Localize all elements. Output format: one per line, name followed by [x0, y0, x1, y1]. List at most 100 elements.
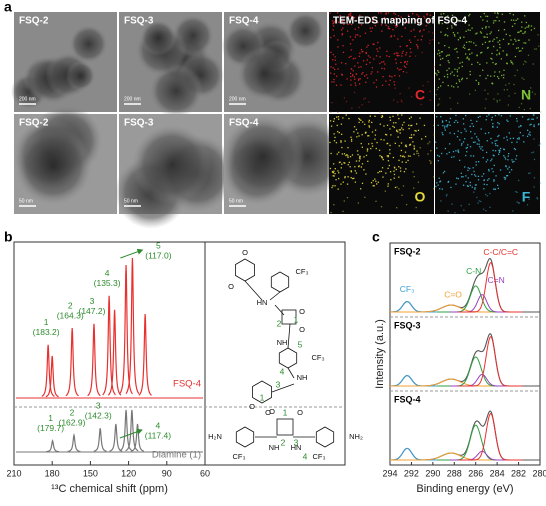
- eds-dot: [379, 62, 381, 65]
- eds-dot: [363, 98, 365, 100]
- eds-dot: [429, 159, 431, 162]
- eds-dot: [365, 74, 368, 76]
- eds-dot: [538, 45, 540, 47]
- eds-dot: [457, 121, 459, 124]
- eds-dot: [379, 123, 381, 125]
- eds-dot: [347, 23, 349, 25]
- eds-dot: [374, 24, 377, 27]
- eds-dot: [418, 15, 420, 17]
- eds-dot: [469, 167, 471, 170]
- eds-dot: [503, 155, 505, 157]
- eds-dot: [491, 116, 493, 118]
- eds-dot: [525, 61, 527, 63]
- eds-dot: [374, 178, 376, 180]
- eds-dot: [359, 155, 361, 157]
- eds-dot: [338, 132, 340, 134]
- eds-dot: [380, 116, 383, 119]
- eds-dot: [485, 161, 487, 163]
- eds-dot: [539, 182, 542, 184]
- eds-dot: [413, 153, 415, 155]
- eds-dot: [402, 155, 404, 157]
- eds-dot: [335, 179, 337, 181]
- eds-dot: [366, 77, 369, 79]
- panel-label: c: [372, 229, 380, 245]
- component-label: C-C/C=C: [483, 247, 518, 257]
- atom-number: 2: [277, 318, 282, 328]
- eds-dot: [364, 196, 366, 199]
- eds-dot: [469, 181, 471, 184]
- eds-dot: [385, 134, 388, 136]
- eds-dot: [520, 103, 523, 105]
- envelope: [390, 410, 540, 461]
- eds-dot: [397, 15, 400, 17]
- eds-dot: [368, 21, 370, 23]
- eds-dot: [446, 193, 448, 196]
- eds-dot: [495, 144, 497, 147]
- eds-dot: [491, 168, 493, 170]
- eds-dot: [496, 12, 499, 14]
- eds-dot: [401, 101, 403, 103]
- x-tick-label: 286: [468, 468, 483, 478]
- eds-dot: [496, 99, 498, 102]
- eds-dot: [377, 12, 380, 14]
- eds-dot: [392, 125, 394, 128]
- atom-number: 1: [260, 392, 265, 402]
- eds-dot: [403, 61, 406, 64]
- eds-dot: [517, 31, 519, 34]
- eds-dot: [509, 12, 511, 15]
- eds-dot: [371, 16, 373, 18]
- annotation-number: 1: [48, 413, 53, 423]
- eds-dot: [351, 15, 353, 18]
- eds-dot: [514, 22, 516, 25]
- eds-dot: [400, 99, 403, 102]
- eds-dot: [470, 119, 472, 122]
- image-title: FSQ-4: [229, 118, 259, 129]
- eds-dot: [399, 167, 402, 169]
- eds-dot: [334, 56, 336, 58]
- eds-dot: [376, 71, 379, 73]
- eds-dot: [337, 39, 339, 41]
- eds-dot: [405, 168, 407, 170]
- eds-dot: [359, 52, 361, 54]
- eds-dot: [506, 139, 508, 141]
- eds-dot: [340, 133, 343, 135]
- eds-dot: [475, 44, 477, 47]
- eds-dot: [442, 133, 444, 136]
- eds-dot: [404, 66, 407, 68]
- eds-dot: [467, 169, 469, 172]
- annotation-value: (162.9): [59, 417, 86, 427]
- eds-dot: [377, 171, 379, 174]
- atom-label: CF₃: [232, 452, 245, 461]
- eds-dot: [456, 136, 459, 138]
- eds-dot: [400, 127, 403, 129]
- eds-dot: [485, 27, 487, 29]
- eds-dot: [479, 63, 481, 66]
- eds-dot: [537, 34, 539, 36]
- eds-dot: [521, 47, 524, 49]
- eds-dot: [474, 133, 476, 135]
- eds-dot: [518, 179, 520, 182]
- eds-dot: [477, 179, 480, 181]
- eds-dot: [348, 161, 351, 164]
- eds-dot: [375, 180, 377, 182]
- eds-dot: [424, 135, 427, 138]
- eds-dot: [438, 103, 440, 105]
- eds-dot: [437, 124, 439, 127]
- eds-dot: [467, 29, 469, 31]
- eds-dot: [486, 140, 488, 142]
- eds-dot: [493, 164, 495, 167]
- eds-dot: [438, 22, 440, 25]
- eds-dot: [413, 175, 415, 178]
- component-peak: [458, 413, 523, 461]
- eds-dot: [496, 126, 499, 128]
- eds-dot: [396, 67, 399, 69]
- eds-dot: [349, 43, 352, 45]
- eds-dot: [509, 137, 512, 140]
- eds-dot: [368, 119, 371, 122]
- eds-dot: [352, 177, 354, 180]
- eds-dot: [446, 27, 449, 30]
- eds-dot: [409, 143, 412, 146]
- eds-dot: [505, 165, 507, 168]
- eds-dot: [446, 126, 448, 128]
